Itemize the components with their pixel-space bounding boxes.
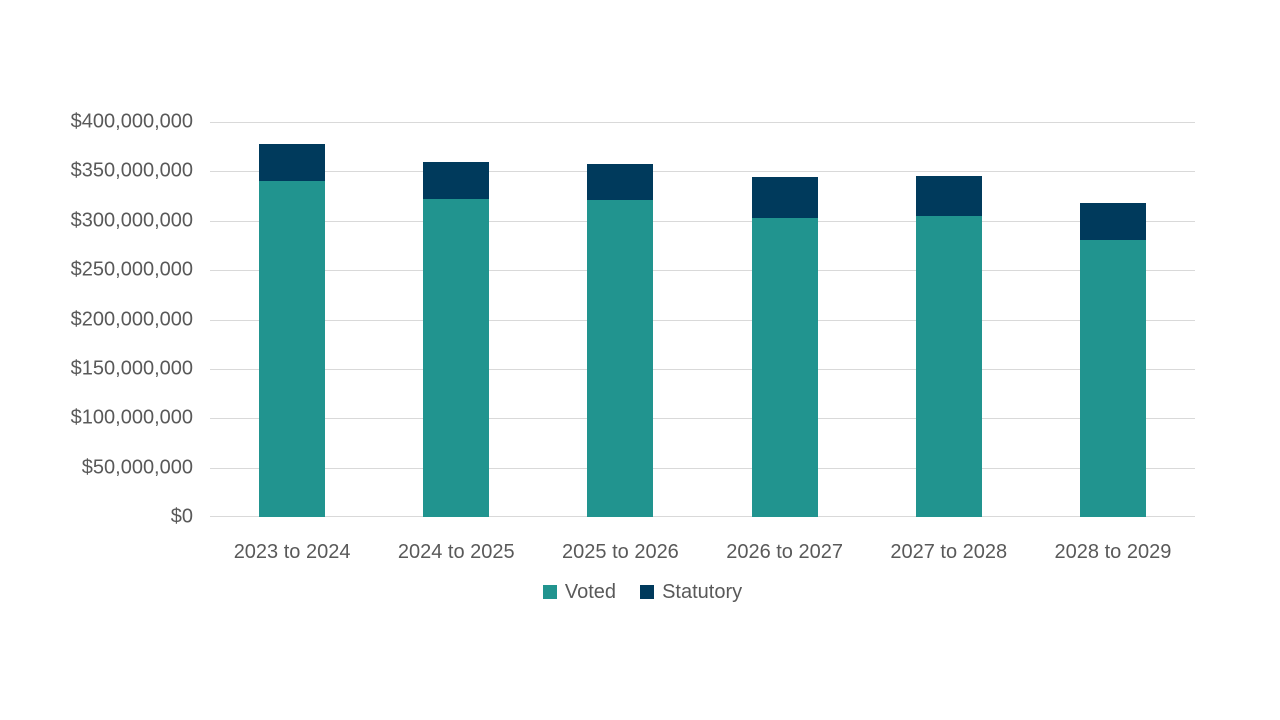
x-axis-tick-label: 2023 to 2024 <box>233 541 351 563</box>
y-axis-tick-label: $150,000,000 <box>70 357 193 380</box>
bar-segment-voted <box>587 200 654 517</box>
gridline <box>210 467 1195 469</box>
bar-2028-to-2029 <box>1079 202 1146 517</box>
legend-swatch-icon <box>640 585 655 599</box>
legend-swatch-icon <box>542 585 557 599</box>
gridline <box>210 270 1195 272</box>
legend: Voted Statutory <box>90 579 1195 605</box>
bar-segment-voted <box>423 199 490 517</box>
gridline <box>210 220 1195 222</box>
bar-segment-statutory <box>915 176 982 216</box>
y-axis-tick-label: $50,000,000 <box>81 456 193 479</box>
gridline <box>210 368 1195 370</box>
y-axis-tick-label: $200,000,000 <box>70 308 193 330</box>
bar-segment-statutory <box>751 177 818 218</box>
bar-2023-to-2024 <box>259 143 326 517</box>
bar-2026-to-2027 <box>751 177 818 517</box>
y-axis-tick-label: $0 <box>170 505 193 528</box>
bar-segment-statutory <box>1079 202 1146 240</box>
x-axis-tick-label: 2026 to 2027 <box>726 541 843 563</box>
x-axis-tick-label: 2025 to 2026 <box>562 541 679 563</box>
bar-2024-to-2025 <box>423 161 490 517</box>
y-axis-tick-label: $350,000,000 <box>70 159 193 182</box>
bar-segment-statutory <box>259 143 326 182</box>
bar-segment-statutory <box>423 161 490 200</box>
legend-label: Statutory <box>662 580 743 603</box>
x-axis: 2023 to 2024 2024 to 2025 2025 to 2026 2026… <box>210 536 1195 568</box>
x-axis-tick-label: 2024 to 2025 <box>397 541 515 563</box>
y-axis-tick-label: $250,000,000 <box>70 258 193 281</box>
legend-label: Voted <box>564 580 617 603</box>
gridline <box>210 516 1195 517</box>
legend-item-voted: Voted <box>542 580 617 604</box>
gridline <box>210 418 1195 420</box>
y-axis-tick-label: $100,000,000 <box>70 406 193 429</box>
bar-segment-statutory <box>587 164 654 201</box>
bar-2027-to-2028 <box>915 176 982 517</box>
bar-segment-voted <box>751 217 818 517</box>
bar-segment-voted <box>1079 239 1146 517</box>
y-axis-tick-label: $300,000,000 <box>70 209 193 232</box>
x-axis-tick-label: 2027 to 2028 <box>890 541 1008 563</box>
plot-area <box>210 122 1195 517</box>
gridline <box>210 171 1195 173</box>
x-axis-tick-label: 2028 to 2029 <box>1054 541 1172 563</box>
bar-segment-voted <box>259 181 326 517</box>
bar-2025-to-2026 <box>587 164 654 517</box>
gridline <box>210 319 1195 321</box>
y-axis-tick-label: $400,000,000 <box>70 110 193 133</box>
legend-item-statutory: Statutory <box>640 581 742 604</box>
bar-segment-voted <box>915 215 982 517</box>
gridline <box>210 122 1195 123</box>
